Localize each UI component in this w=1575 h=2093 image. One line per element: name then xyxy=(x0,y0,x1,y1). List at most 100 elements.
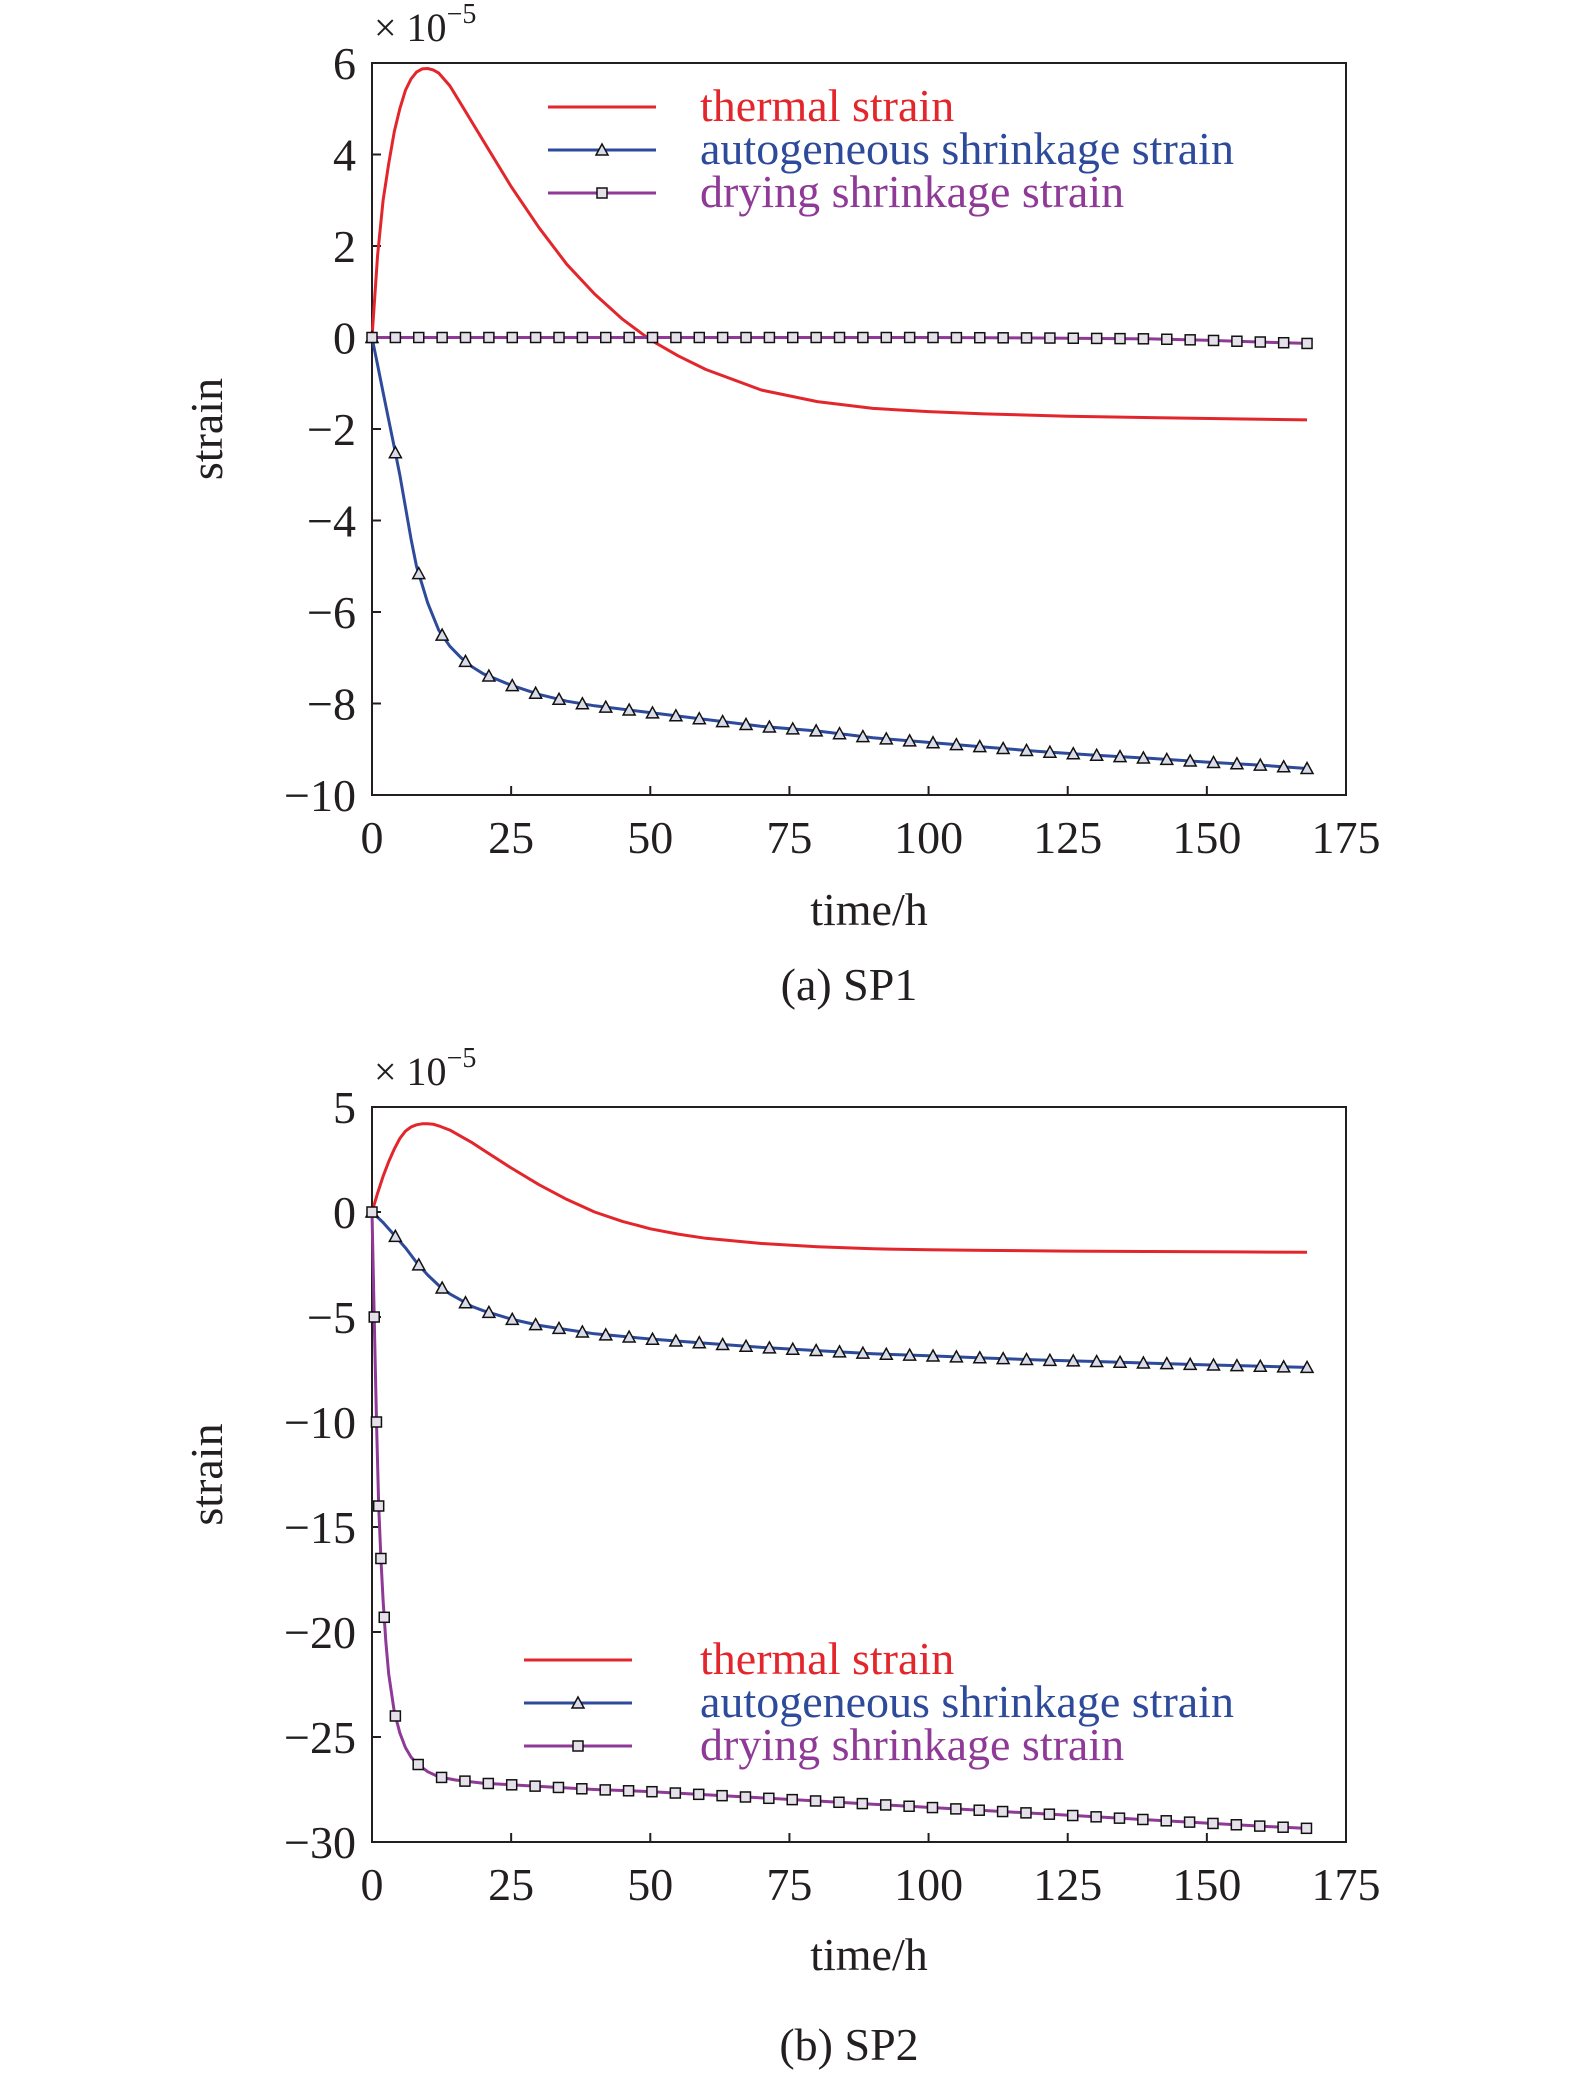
data-point xyxy=(1066,746,1081,760)
data-point xyxy=(925,1348,941,1362)
data-point xyxy=(1042,1352,1058,1367)
data-point xyxy=(1020,1807,1032,1819)
x-tick-label: 175 xyxy=(1312,1859,1381,1910)
panel-caption: (a) SP1 xyxy=(781,959,918,1010)
panel-caption: (b) SP2 xyxy=(779,2019,918,2070)
series-drying-shrinkage-strain xyxy=(366,1206,1313,1835)
data-point xyxy=(1160,1815,1172,1827)
data-point xyxy=(1113,1812,1126,1824)
data-point xyxy=(1301,337,1313,350)
data-point xyxy=(622,1785,635,1797)
data-point xyxy=(598,699,614,713)
data-point xyxy=(950,1803,962,1815)
data-point xyxy=(762,719,777,733)
data-point xyxy=(715,714,730,728)
data-point xyxy=(927,331,939,344)
data-point xyxy=(1161,333,1173,346)
data-point xyxy=(435,1771,448,1784)
data-point xyxy=(1089,1353,1104,1368)
legend-entry: thermal strain xyxy=(524,1633,954,1684)
data-point xyxy=(1299,1359,1315,1374)
data-point xyxy=(528,1317,543,1331)
data-point xyxy=(832,1344,847,1358)
data-point xyxy=(1112,1354,1128,1369)
y-tick-label: −10 xyxy=(284,770,356,821)
legend-label: autogeneous shrinkage strain xyxy=(700,1676,1234,1727)
series-autogeneous-shrinkage-strain xyxy=(364,1204,1315,1374)
data-point xyxy=(1277,1821,1289,1833)
data-point xyxy=(1207,1817,1219,1830)
data-point xyxy=(483,331,495,344)
data-point xyxy=(459,1775,471,1787)
data-point xyxy=(481,1304,497,1319)
data-point xyxy=(1137,1813,1149,1826)
series-line xyxy=(370,67,1308,422)
y-tick-label: 2 xyxy=(333,221,356,272)
data-point xyxy=(925,735,941,749)
data-point xyxy=(1043,1808,1056,1820)
y-tick-label: 6 xyxy=(333,38,356,89)
x-axis-label: time/h xyxy=(810,884,928,935)
data-point xyxy=(458,653,473,668)
data-point xyxy=(1253,1358,1268,1373)
data-point xyxy=(366,331,378,344)
data-point xyxy=(880,331,893,344)
data-point xyxy=(1253,1820,1266,1832)
data-point xyxy=(368,1311,380,1323)
data-point xyxy=(810,331,822,344)
data-point xyxy=(692,711,707,725)
data-point xyxy=(375,1552,387,1565)
data-point xyxy=(832,726,847,740)
data-point xyxy=(411,566,427,580)
data-point xyxy=(693,331,706,344)
data-point xyxy=(1019,742,1034,757)
data-point xyxy=(506,331,519,344)
data-point xyxy=(996,1805,1009,1818)
data-point xyxy=(1299,760,1315,775)
legend-marker xyxy=(572,1740,584,1752)
data-point xyxy=(785,1341,801,1355)
chart-panel-2: 0 25 50 75 100 125 150 17550−5−10−15−20−25−30× … xyxy=(181,1043,1381,2070)
data-point xyxy=(366,1206,378,1218)
series-autogeneous-shrinkage-strain xyxy=(364,329,1315,775)
y-tick-label: 4 xyxy=(333,130,356,181)
x-tick-label: 100 xyxy=(894,1859,963,1910)
data-point xyxy=(1114,332,1126,345)
data-point xyxy=(576,1783,588,1795)
data-point xyxy=(763,1792,775,1805)
y-multiplier-exponent: −5 xyxy=(447,0,477,30)
data-point xyxy=(855,729,871,743)
legend-marker xyxy=(596,187,608,199)
series-drying-shrinkage-strain xyxy=(366,331,1313,350)
data-point xyxy=(1019,1351,1034,1366)
data-point xyxy=(1066,1353,1081,1367)
y-tick-label: −4 xyxy=(307,496,356,547)
data-point xyxy=(716,331,729,344)
data-point xyxy=(857,331,869,344)
y-tick-label: −2 xyxy=(307,404,356,455)
data-point xyxy=(646,1785,658,1798)
data-point xyxy=(372,1500,385,1512)
data-point xyxy=(1231,335,1243,347)
data-point xyxy=(668,708,684,722)
data-point xyxy=(879,1799,892,1811)
data-point xyxy=(855,1345,871,1359)
data-point xyxy=(599,1784,611,1796)
legend-entry: drying shrinkage strain xyxy=(548,166,1124,217)
data-point xyxy=(785,721,801,735)
data-point xyxy=(1206,754,1221,769)
data-point xyxy=(1137,333,1150,345)
data-point xyxy=(459,331,472,344)
legend-label: thermal strain xyxy=(700,80,954,131)
x-tick-label: 75 xyxy=(766,812,812,863)
data-point xyxy=(739,1791,752,1803)
data-point xyxy=(598,1327,614,1341)
data-point xyxy=(600,331,612,344)
data-point xyxy=(505,1779,518,1791)
x-tick-label: 0 xyxy=(361,1859,384,1910)
data-point xyxy=(378,1611,390,1624)
data-point xyxy=(411,1257,427,1271)
legend-entry: autogeneous shrinkage strain xyxy=(524,1676,1234,1727)
data-point xyxy=(1136,750,1151,764)
